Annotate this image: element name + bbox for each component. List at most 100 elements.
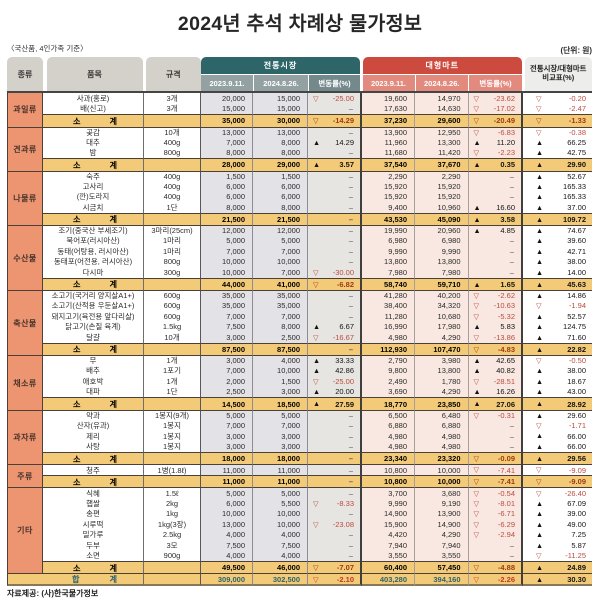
item-mart-prev: 9,800 — [362, 365, 415, 377]
subtotal-mart-change: ▽ -4.83 — [468, 342, 523, 356]
subtotal-market-curr: 29,000 — [253, 158, 308, 171]
header-market-change: 변동률(%) — [309, 75, 360, 91]
triangle-down-icon: ▽ — [473, 519, 480, 529]
triangle-down-icon: ▽ — [473, 291, 480, 301]
item-name: 동태포(어전용, 러시아산) — [43, 256, 144, 268]
item-compare: ▲ 14.86 — [523, 290, 592, 301]
item-mart-curr: 6,980 — [415, 235, 469, 247]
item-mart-prev: 15,920 — [362, 191, 415, 203]
item-mart-prev: 2,290 — [362, 170, 415, 182]
item-name: 청주 — [43, 464, 144, 475]
item-mart-prev: 7,980 — [362, 267, 415, 278]
header-market-group: 전통시장 — [201, 57, 360, 74]
change-value: 43.00 — [567, 387, 586, 397]
item-market-curr: 6,000 — [253, 181, 308, 192]
triangle-down-icon: ▽ — [536, 116, 542, 126]
item-market-curr: 2,500 — [253, 332, 308, 343]
total-market-prev: 309,000 — [201, 573, 253, 586]
item-compare: ▲ 165.33 — [523, 191, 592, 203]
category-cell: 과일류 — [7, 93, 43, 127]
triangle-down-icon: ▽ — [313, 116, 319, 126]
subtotal-label-first: 소 — [73, 400, 81, 410]
triangle-up-icon: ▲ — [313, 137, 321, 147]
item-market-change: – — [308, 147, 362, 159]
total-mart-change: ▽ -2.26 — [468, 573, 523, 586]
triangle-down-icon: ▽ — [473, 453, 480, 463]
item-mart-curr: 4,980 — [415, 441, 469, 452]
triangle-down-icon: ▽ — [313, 563, 319, 573]
header-mart-date-curr: 2024.8.26. — [415, 75, 468, 91]
item-name: 사과(홍로) — [43, 93, 144, 104]
item-mart-curr: 4,290 — [415, 332, 469, 343]
item-mart-change: ▽ -8.01 — [468, 497, 523, 509]
item-mart-prev: 10,800 — [362, 464, 415, 475]
subtotal-market-prev: 18,000 — [201, 451, 253, 465]
change-value: 67.09 — [567, 498, 586, 508]
item-compare: ▽ -0.50 — [523, 355, 592, 366]
item-mart-curr: 14,970 — [415, 93, 469, 104]
item-spec: 400g — [144, 191, 201, 203]
change-value: -10.63 — [493, 301, 515, 311]
item-name: 고사리 — [43, 181, 144, 192]
triangle-down-icon: ▽ — [473, 498, 480, 508]
triangle-up-icon: ▲ — [536, 530, 544, 540]
change-value: 33.33 — [335, 356, 354, 366]
triangle-down-icon: ▽ — [536, 356, 542, 366]
item-mart-curr: 13,300 — [415, 137, 469, 148]
triangle-up-icon: ▲ — [536, 226, 544, 236]
change-value: 1.65 — [500, 279, 515, 289]
change-value: 49.00 — [567, 519, 586, 529]
subtotal-compare: ▲ 22.82 — [523, 342, 592, 356]
item-market-curr: 7,000 — [253, 267, 308, 278]
subtotal-compare: ▲ 45.63 — [523, 277, 592, 291]
change-value: 42.71 — [567, 246, 586, 256]
item-market-change: ▽ -8.33 — [308, 497, 362, 509]
item-mart-change: ▽ -6.29 — [468, 518, 523, 530]
item-spec: 1kg — [144, 508, 201, 519]
change-value: -11.25 — [565, 551, 586, 561]
change-value: 39.60 — [567, 236, 586, 246]
table-body: 과일류 사과(홍로) 3개 20,000 15,000 ▽ -25.00 19,600 14,9… — [7, 93, 592, 586]
change-value: 29.56 — [567, 454, 586, 464]
item-market-change: – — [308, 246, 362, 257]
item-mart-curr: 15,920 — [415, 191, 469, 203]
change-value: 24.89 — [567, 563, 586, 573]
triangle-down-icon: ▽ — [313, 332, 319, 342]
item-compare: ▲ 42.71 — [523, 246, 592, 257]
total-spec-empty — [144, 573, 201, 586]
triangle-down-icon: ▽ — [536, 551, 542, 561]
triangle-up-icon: ▲ — [536, 257, 544, 267]
triangle-down-icon: ▽ — [313, 519, 319, 529]
item-name: 밀가루 — [43, 529, 144, 540]
change-value: -7.41 — [497, 465, 515, 475]
subtotal-compare: ▲ 109.72 — [523, 212, 592, 226]
item-mart-curr: 14,630 — [415, 103, 469, 114]
subtotal-mart-curr: 10,000 — [415, 474, 469, 488]
price-table: 종류 품목 규격 전통시장 2023.9.11. 2024.8.26. 변동률(… — [7, 57, 592, 586]
item-market-change: – — [308, 202, 362, 213]
item-market-prev: 35,000 — [201, 300, 253, 312]
triangle-up-icon: ▲ — [536, 148, 544, 158]
item-mart-curr: 20,960 — [415, 225, 469, 236]
subtotal-compare: ▲ 28.92 — [523, 397, 592, 410]
change-value: 27.59 — [335, 399, 354, 409]
item-mart-prev: 2,790 — [362, 355, 415, 366]
item-mart-change: ▲ 5.83 — [468, 321, 523, 333]
triangle-down-icon: ▽ — [536, 477, 542, 486]
triangle-down-icon: ▽ — [473, 477, 480, 486]
subtotal-spec-empty — [144, 451, 201, 465]
item-market-prev: 3,000 — [201, 355, 253, 366]
subtotal-mart-change: ▲ 1.65 — [468, 277, 523, 291]
change-value: 4.85 — [500, 226, 515, 236]
item-mart-prev: 9,990 — [362, 246, 415, 257]
change-value: -13.86 — [493, 332, 515, 342]
triangle-down-icon: ▽ — [536, 104, 542, 114]
triangle-up-icon: ▲ — [536, 498, 544, 508]
item-name: 조기(중국산 부세조기) — [43, 225, 144, 236]
subtotal-market-curr: 11,000 — [253, 474, 308, 488]
header-market-date-curr: 2024.8.26. — [254, 75, 308, 91]
subtotal-label-first: 소 — [73, 116, 81, 126]
item-market-curr: 35,000 — [253, 290, 308, 301]
